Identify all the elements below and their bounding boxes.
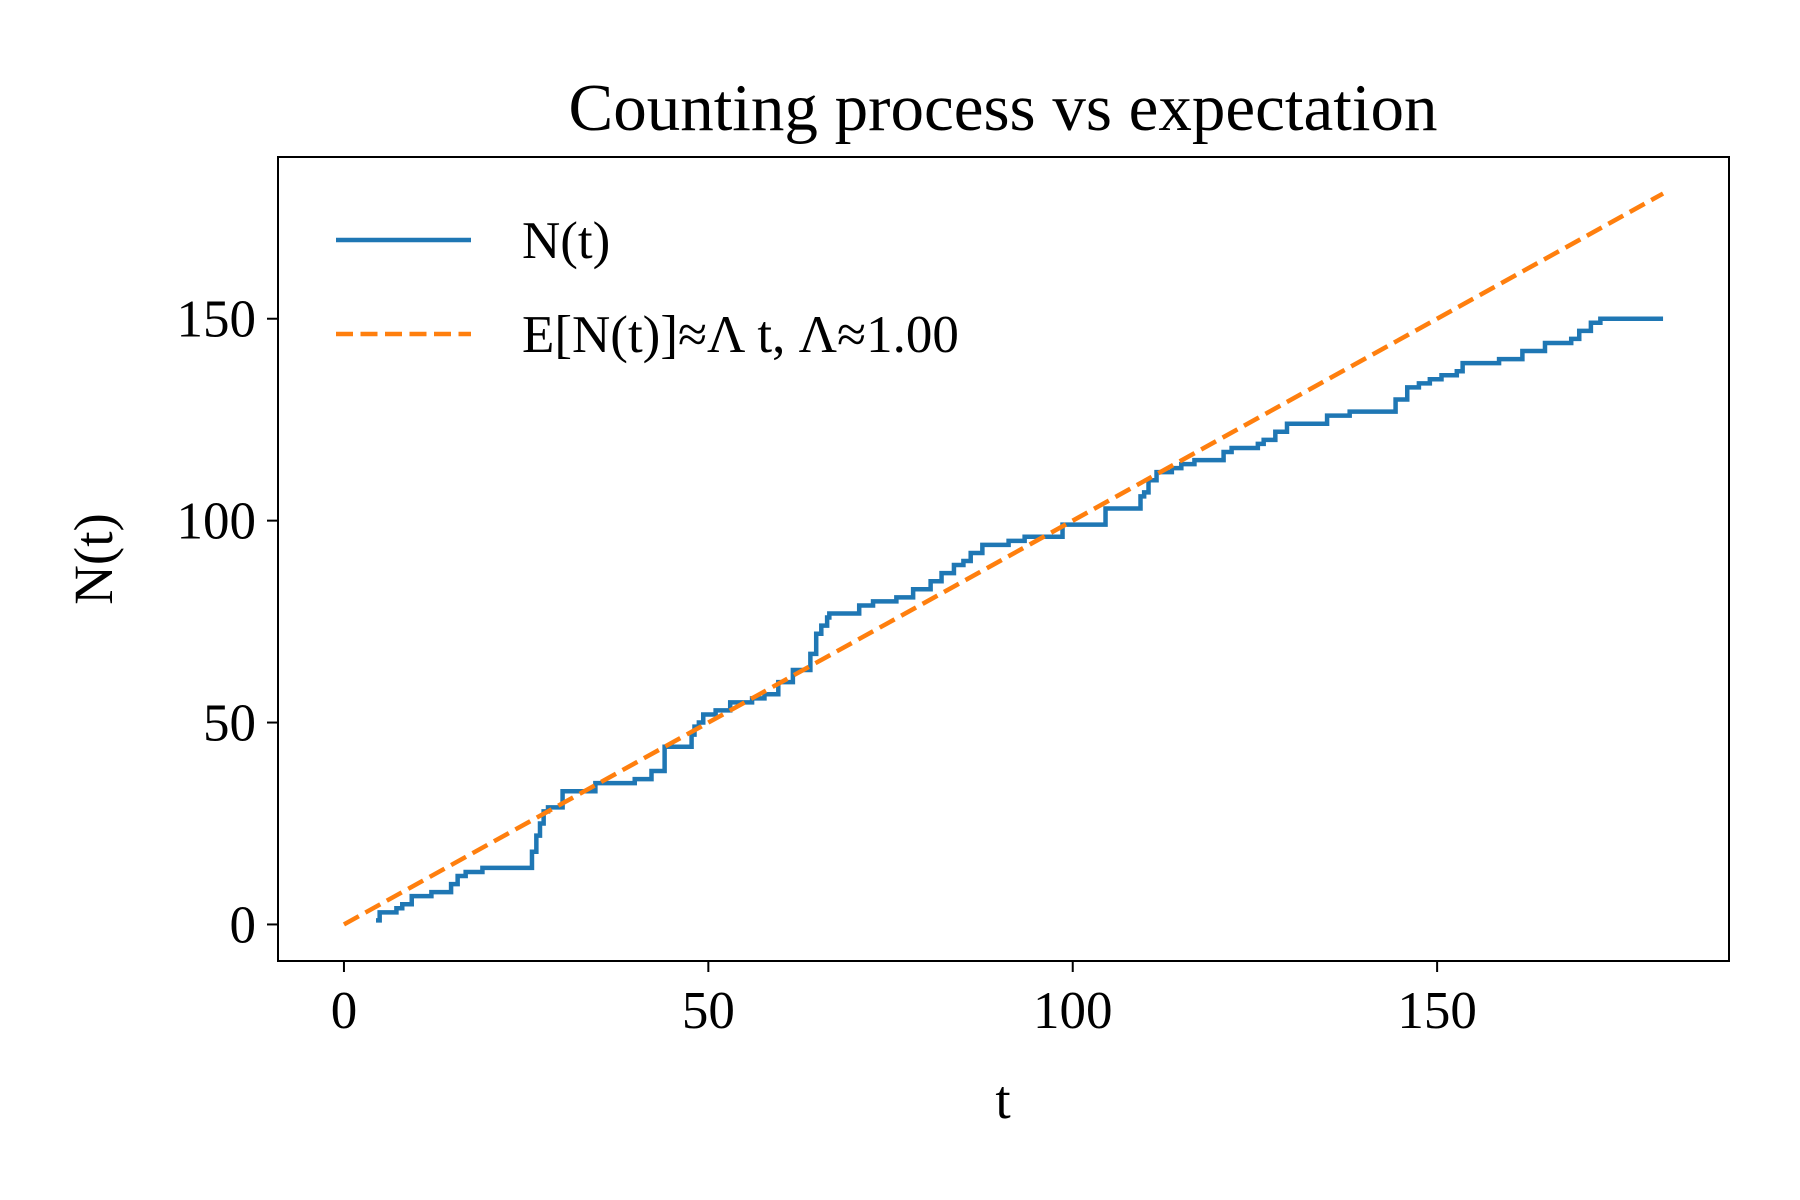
x-tick-label: 0 [331, 982, 358, 1040]
series-line [376, 316, 1664, 923]
chart-title: Counting process vs expectation [569, 71, 1438, 145]
legend-label: E[N(t)]≈Λ t, Λ≈1.00 [522, 306, 959, 364]
plot-frame [277, 156, 1730, 962]
y-tick-label: 0 [230, 896, 257, 954]
legend-label: N(t) [522, 212, 610, 270]
y-axis-label: N(t) [63, 513, 124, 605]
x-tick-label: 100 [1033, 982, 1113, 1040]
x-tick-label: 150 [1397, 982, 1477, 1040]
y-tick-label: 100 [177, 493, 257, 551]
series-line [342, 191, 1665, 927]
x-axis-label: t [995, 1069, 1010, 1130]
y-tick-label: 150 [177, 291, 257, 349]
y-tick-label: 50 [203, 695, 256, 753]
x-tick-label: 50 [682, 982, 735, 1040]
